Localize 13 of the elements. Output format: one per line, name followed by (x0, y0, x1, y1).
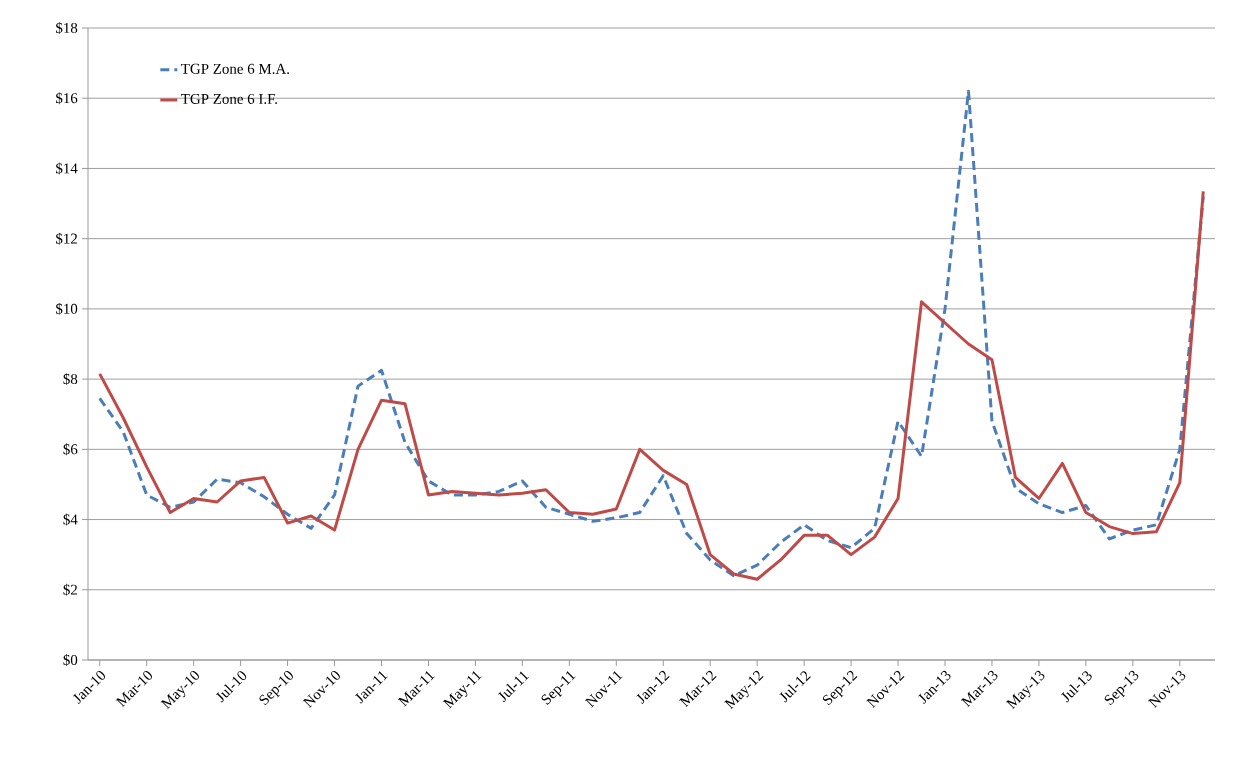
y-tick-label: $2 (63, 583, 77, 596)
y-tick-label: $10 (56, 302, 78, 315)
legend-label: TGP Zone 6 I.F. (181, 93, 277, 105)
y-tick-label: $14 (56, 162, 78, 175)
legend-label: TGP Zone 6 M.A. (181, 63, 289, 74)
y-tick-label: $4 (63, 513, 78, 526)
y-tick-label: $12 (56, 232, 77, 245)
y-tick-label: $18 (56, 22, 78, 34)
y-tick-label: $6 (63, 443, 78, 456)
y-tick-label: $0 (63, 654, 78, 666)
y-tick-label: $16 (56, 92, 78, 105)
y-tick-label: $8 (63, 373, 78, 386)
line-series (98, 89, 1205, 578)
